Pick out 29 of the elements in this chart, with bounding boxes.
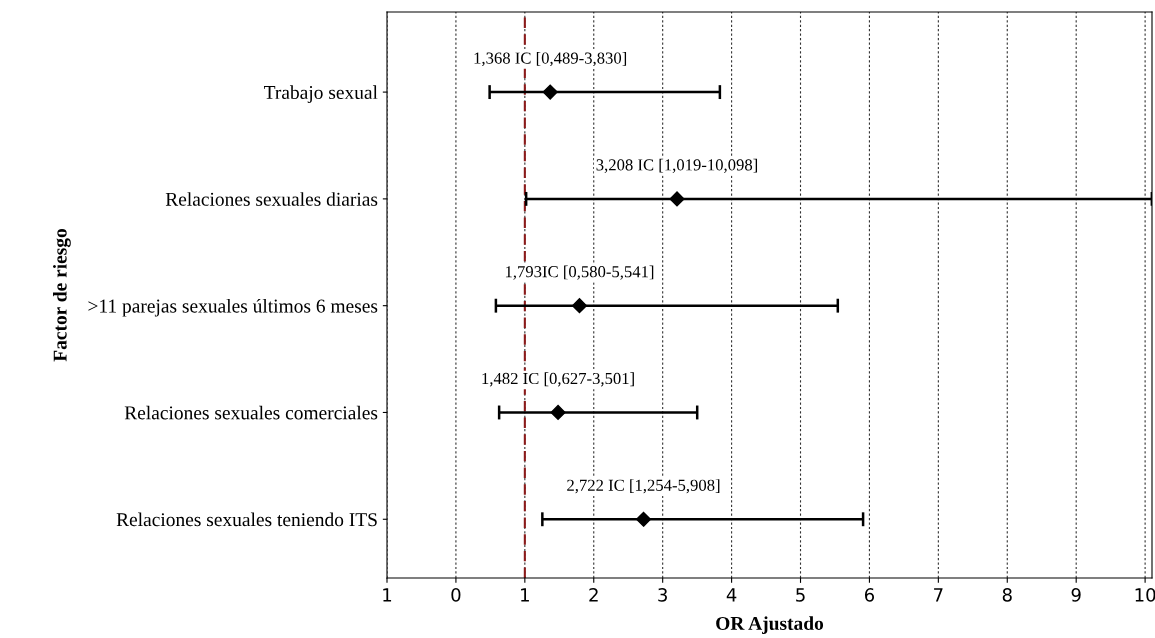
x-tick-label: 5	[796, 588, 805, 602]
x-tick-label: 1	[383, 588, 392, 602]
x-tick-label: 7	[934, 588, 943, 602]
x-axis-title: OR Ajustado	[716, 616, 824, 634]
annotation: 1,368 IC [0,489-3,830]	[474, 51, 627, 67]
x-tick-label: 2	[589, 588, 598, 602]
x-tick-label: 8	[1002, 588, 1012, 602]
x-tick-label: 1	[521, 588, 529, 602]
y-tick-label: Relaciones sexuales comerciales	[124, 405, 378, 420]
annotation: 3,208 IC [1,019-10,098]	[596, 158, 758, 173]
annotation: 1,793IC [0,580-5,541]	[505, 265, 654, 280]
x-tick-label: 3	[658, 588, 667, 602]
y-tick-label: Relaciones sexuales teniendo ITS	[116, 512, 377, 527]
x-tick-label: 9	[1071, 588, 1081, 602]
y-tick-label: >11 parejas sexuales últimos 6 meses	[88, 298, 378, 317]
x-tick-label: 4	[726, 588, 737, 602]
point	[542, 84, 558, 100]
x-tick-label: 0	[451, 588, 461, 602]
x-tick-label: 10	[1135, 588, 1155, 602]
x-tick-label: 6	[864, 588, 875, 602]
y-axis-title: Factor de riesgo	[53, 228, 71, 362]
y-tick-label: Relaciones sexuales diarias	[165, 192, 378, 206]
annotation: 2,722 IC [1,254-5,908]	[567, 479, 720, 494]
annotation: 1,482 IC [0,627-3,501]	[482, 372, 634, 387]
point	[550, 404, 566, 421]
point	[669, 191, 685, 207]
point	[571, 298, 588, 314]
y-tick-label: Trabajo sexual	[264, 85, 378, 103]
point	[635, 511, 652, 527]
